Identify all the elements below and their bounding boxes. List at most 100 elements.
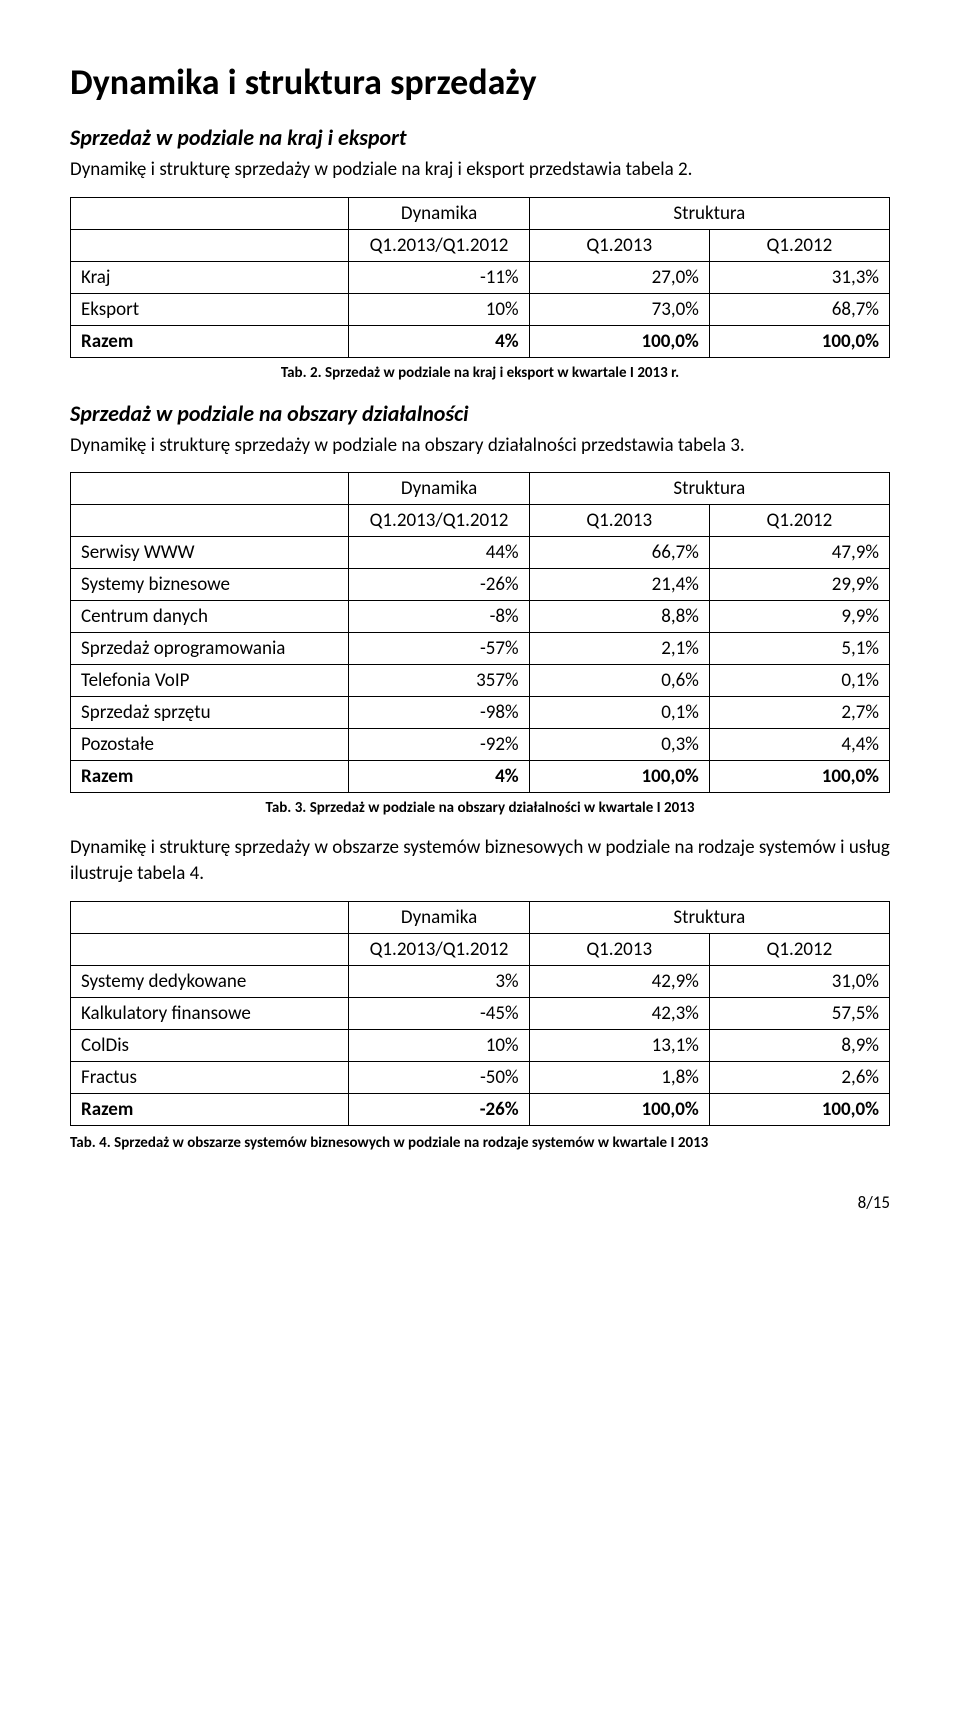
th-struktura: Struktura: [529, 901, 889, 933]
cell-label: Fractus: [71, 1061, 349, 1093]
cell-total-y2: 100,0%: [709, 761, 889, 793]
table-row: Sprzedaż sprzętu -98% 0,1% 2,7%: [71, 697, 890, 729]
table-row: Serwisy WWW 44% 66,7% 47,9%: [71, 537, 890, 569]
table1-caption: Tab. 2. Sprzedaż w podziale na kraj i ek…: [70, 364, 890, 382]
th-col-y1: Q1.2013: [529, 229, 709, 261]
cell-dyn: 10%: [349, 1029, 529, 1061]
table-3: Dynamika Struktura Q1.2013/Q1.2012 Q1.20…: [70, 901, 890, 1126]
th-dynamika: Dynamika: [349, 197, 529, 229]
th-empty2: [71, 933, 349, 965]
cell-total-y1: 100,0%: [529, 325, 709, 357]
cell-total-y1: 100,0%: [529, 761, 709, 793]
table-row: Kalkulatory finansowe -45% 42,3% 57,5%: [71, 997, 890, 1029]
cell-y1: 27,0%: [529, 261, 709, 293]
cell-dyn: -8%: [349, 601, 529, 633]
section2-intro: Dynamikę i strukturę sprzedaży w podzial…: [70, 433, 890, 459]
cell-y1: 2,1%: [529, 633, 709, 665]
cell-total-label: Razem: [71, 1093, 349, 1125]
cell-total-label: Razem: [71, 325, 349, 357]
table-row: Telefonia VoIP 357% 0,6% 0,1%: [71, 665, 890, 697]
cell-dyn: -45%: [349, 997, 529, 1029]
cell-label: Systemy biznesowe: [71, 569, 349, 601]
cell-label: Eksport: [71, 293, 349, 325]
table-total-row: Razem -26% 100,0% 100,0%: [71, 1093, 890, 1125]
page-number: 8/15: [70, 1192, 890, 1213]
table-row: Systemy dedykowane 3% 42,9% 31,0%: [71, 965, 890, 997]
cell-dyn: 3%: [349, 965, 529, 997]
cell-y1: 42,9%: [529, 965, 709, 997]
cell-y1: 0,1%: [529, 697, 709, 729]
cell-dyn: -98%: [349, 697, 529, 729]
th-col-y2: Q1.2012: [709, 229, 889, 261]
cell-y2: 9,9%: [709, 601, 889, 633]
th-empty: [71, 901, 349, 933]
cell-total-y2: 100,0%: [709, 1093, 889, 1125]
table-row: Fractus -50% 1,8% 2,6%: [71, 1061, 890, 1093]
cell-label: Sprzedaż oprogramowania: [71, 633, 349, 665]
cell-label: Systemy dedykowane: [71, 965, 349, 997]
th-empty: [71, 473, 349, 505]
table-row: Centrum danych -8% 8,8% 9,9%: [71, 601, 890, 633]
section2-outro: Dynamikę i strukturę sprzedaży w obszarz…: [70, 835, 890, 886]
cell-dyn: 10%: [349, 293, 529, 325]
table-row: Eksport 10% 73,0% 68,7%: [71, 293, 890, 325]
cell-label: Centrum danych: [71, 601, 349, 633]
th-col-y1: Q1.2013: [529, 933, 709, 965]
cell-label: Pozostałe: [71, 729, 349, 761]
cell-label: Kalkulatory finansowe: [71, 997, 349, 1029]
cell-y1: 0,6%: [529, 665, 709, 697]
th-empty: [71, 197, 349, 229]
cell-y2: 2,6%: [709, 1061, 889, 1093]
table-1: Dynamika Struktura Q1.2013/Q1.2012 Q1.20…: [70, 197, 890, 358]
cell-y2: 31,3%: [709, 261, 889, 293]
cell-total-label: Razem: [71, 761, 349, 793]
cell-y1: 21,4%: [529, 569, 709, 601]
table-total-row: Razem 4% 100,0% 100,0%: [71, 325, 890, 357]
th-struktura: Struktura: [529, 197, 889, 229]
cell-y2: 8,9%: [709, 1029, 889, 1061]
th-empty2: [71, 229, 349, 261]
page-title: Dynamika i struktura sprzedaży: [70, 60, 890, 104]
table-row: Sprzedaż oprogramowania -57% 2,1% 5,1%: [71, 633, 890, 665]
th-dynamika: Dynamika: [349, 473, 529, 505]
section1-heading: Sprzedaż w podziale na kraj i eksport: [70, 124, 890, 151]
th-col-y1: Q1.2013: [529, 505, 709, 537]
section1-intro: Dynamikę i strukturę sprzedaży w podzial…: [70, 157, 890, 183]
cell-y1: 13,1%: [529, 1029, 709, 1061]
cell-dyn: -50%: [349, 1061, 529, 1093]
cell-y2: 47,9%: [709, 537, 889, 569]
cell-dyn: -11%: [349, 261, 529, 293]
cell-label: Sprzedaż sprzętu: [71, 697, 349, 729]
section2-heading: Sprzedaż w podziale na obszary działalno…: [70, 400, 890, 427]
table-total-row: Razem 4% 100,0% 100,0%: [71, 761, 890, 793]
th-dynamika: Dynamika: [349, 901, 529, 933]
cell-y1: 0,3%: [529, 729, 709, 761]
cell-y2: 0,1%: [709, 665, 889, 697]
cell-dyn: -57%: [349, 633, 529, 665]
cell-y1: 66,7%: [529, 537, 709, 569]
th-col-dyn: Q1.2013/Q1.2012: [349, 933, 529, 965]
cell-total-dyn: 4%: [349, 325, 529, 357]
cell-y1: 1,8%: [529, 1061, 709, 1093]
cell-y1: 42,3%: [529, 997, 709, 1029]
table3-caption: Tab. 4. Sprzedaż w obszarze systemów biz…: [70, 1134, 890, 1152]
table2-caption: Tab. 3. Sprzedaż w podziale na obszary d…: [70, 799, 890, 817]
cell-label: Telefonia VoIP: [71, 665, 349, 697]
table-row: Pozostałe -92% 0,3% 4,4%: [71, 729, 890, 761]
table-row: Kraj -11% 27,0% 31,3%: [71, 261, 890, 293]
table-row: ColDis 10% 13,1% 8,9%: [71, 1029, 890, 1061]
cell-y2: 4,4%: [709, 729, 889, 761]
cell-dyn: -92%: [349, 729, 529, 761]
cell-dyn: 44%: [349, 537, 529, 569]
th-col-dyn: Q1.2013/Q1.2012: [349, 229, 529, 261]
cell-total-y1: 100,0%: [529, 1093, 709, 1125]
table-row: Systemy biznesowe -26% 21,4% 29,9%: [71, 569, 890, 601]
th-col-y2: Q1.2012: [709, 933, 889, 965]
cell-y2: 31,0%: [709, 965, 889, 997]
table-2: Dynamika Struktura Q1.2013/Q1.2012 Q1.20…: [70, 472, 890, 793]
th-col-dyn: Q1.2013/Q1.2012: [349, 505, 529, 537]
cell-y2: 68,7%: [709, 293, 889, 325]
cell-y2: 5,1%: [709, 633, 889, 665]
th-struktura: Struktura: [529, 473, 889, 505]
cell-total-dyn: -26%: [349, 1093, 529, 1125]
